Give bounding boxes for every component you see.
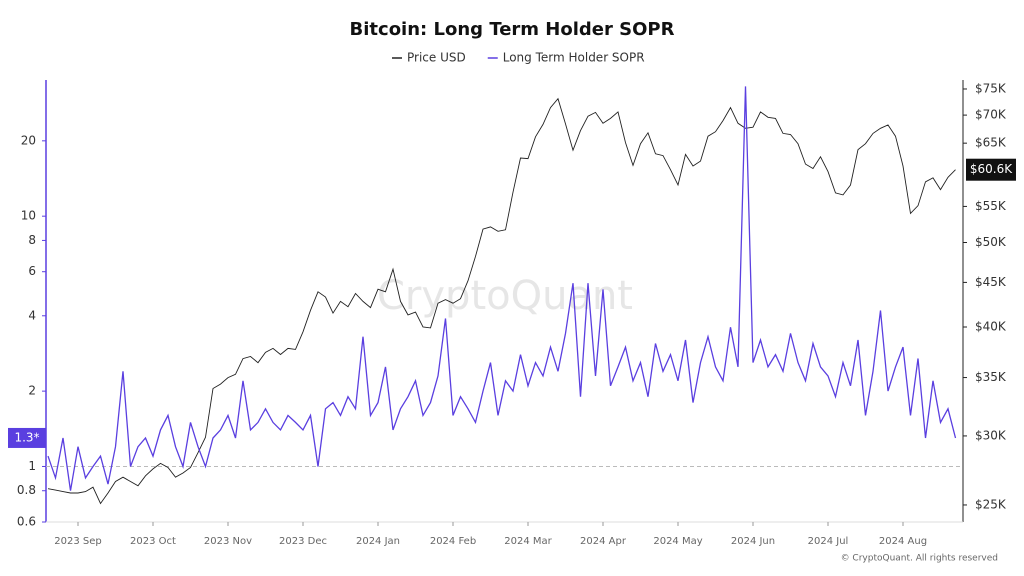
- y-tick-label: 2: [28, 384, 36, 398]
- y-tick-label: 8: [28, 233, 36, 247]
- y2-tick-label: $65K: [975, 136, 1007, 150]
- x-tick-label: 2023 Dec: [279, 536, 327, 547]
- y2-tick-label: $55K: [975, 199, 1007, 213]
- y2-tick-label: $40K: [975, 319, 1007, 333]
- x-tick-label: 2024 Jan: [356, 536, 400, 547]
- x-tick-label: 2024 Apr: [580, 536, 627, 547]
- legend-label: Price USD: [407, 51, 466, 65]
- last-sopr-box: [8, 427, 46, 448]
- y2-tick-label: $45K: [975, 275, 1007, 289]
- y-tick-label: 0.8: [17, 483, 36, 497]
- x-tick-label: 2024 Jul: [808, 536, 849, 547]
- last-price-box: [966, 158, 1016, 181]
- x-tick-label: 2024 Aug: [879, 536, 927, 547]
- x-tick-label: 2024 Feb: [430, 536, 476, 547]
- x-tick-label: 2023 Nov: [204, 536, 252, 547]
- footer: © CryptoQuant. All rights reserved: [841, 554, 998, 564]
- y2-tick-label: $25K: [975, 497, 1007, 511]
- legend-label: Long Term Holder SOPR: [503, 51, 645, 65]
- y-tick-label: 0.6: [17, 515, 36, 529]
- x-tick-label: 2024 May: [653, 536, 702, 547]
- y2-tick-label: $50K: [975, 235, 1007, 249]
- y-tick-label: 10: [21, 209, 36, 223]
- x-tick-label: 2023 Sep: [54, 536, 101, 547]
- y-tick-label: 6: [28, 264, 36, 278]
- chart-title: Bitcoin: Long Term Holder SOPR: [350, 19, 675, 40]
- series-line: [47, 86, 957, 491]
- legend: Price USD Long Term Holder SOPR: [392, 51, 645, 65]
- y2-tick-label: $70K: [975, 108, 1007, 122]
- y2-tick-label: $30K: [975, 428, 1007, 442]
- y2-tick-label: $35K: [975, 370, 1007, 384]
- last-price-label: $60.6K: [970, 162, 1013, 176]
- y2-tick-label: $75K: [975, 81, 1007, 95]
- x-tick-label: 2024 Mar: [504, 536, 552, 547]
- y-tick-label: 20: [21, 133, 36, 147]
- x-tick-label: 2023 Oct: [130, 536, 176, 547]
- x-tick-label: 2024 Jun: [731, 536, 775, 547]
- last-sopr-label: 1.3*: [14, 430, 39, 444]
- y-tick-label: 1: [28, 459, 36, 473]
- y-tick-label: 4: [28, 308, 36, 322]
